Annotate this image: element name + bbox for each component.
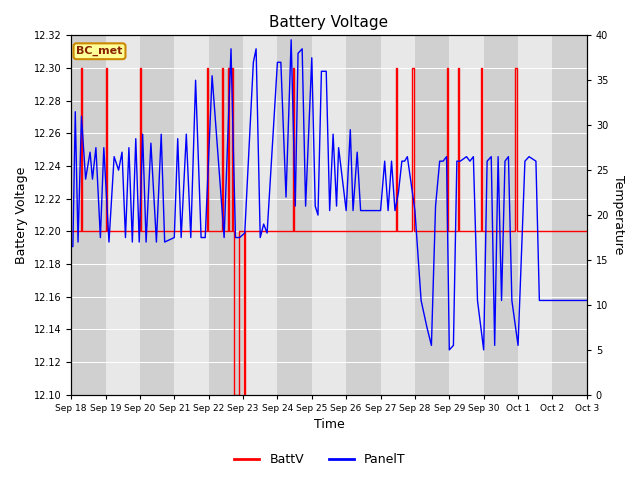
Title: Battery Voltage: Battery Voltage [269, 15, 388, 30]
Bar [71, 36, 106, 395]
Y-axis label: Battery Voltage: Battery Voltage [15, 167, 28, 264]
Y-axis label: Temperature: Temperature [612, 175, 625, 255]
Bar [277, 36, 312, 395]
Bar [209, 36, 243, 395]
Bar [174, 36, 209, 395]
Bar [484, 36, 518, 395]
X-axis label: Time: Time [314, 419, 344, 432]
Bar [518, 36, 552, 395]
Bar [346, 36, 381, 395]
Text: BC_met: BC_met [76, 46, 123, 56]
Bar [449, 36, 484, 395]
Bar [552, 36, 587, 395]
Bar [312, 36, 346, 395]
Bar [415, 36, 449, 395]
Bar [140, 36, 174, 395]
Bar [243, 36, 277, 395]
Legend: BattV, PanelT: BattV, PanelT [229, 448, 411, 471]
Bar [106, 36, 140, 395]
Bar [381, 36, 415, 395]
Bar [587, 36, 621, 395]
